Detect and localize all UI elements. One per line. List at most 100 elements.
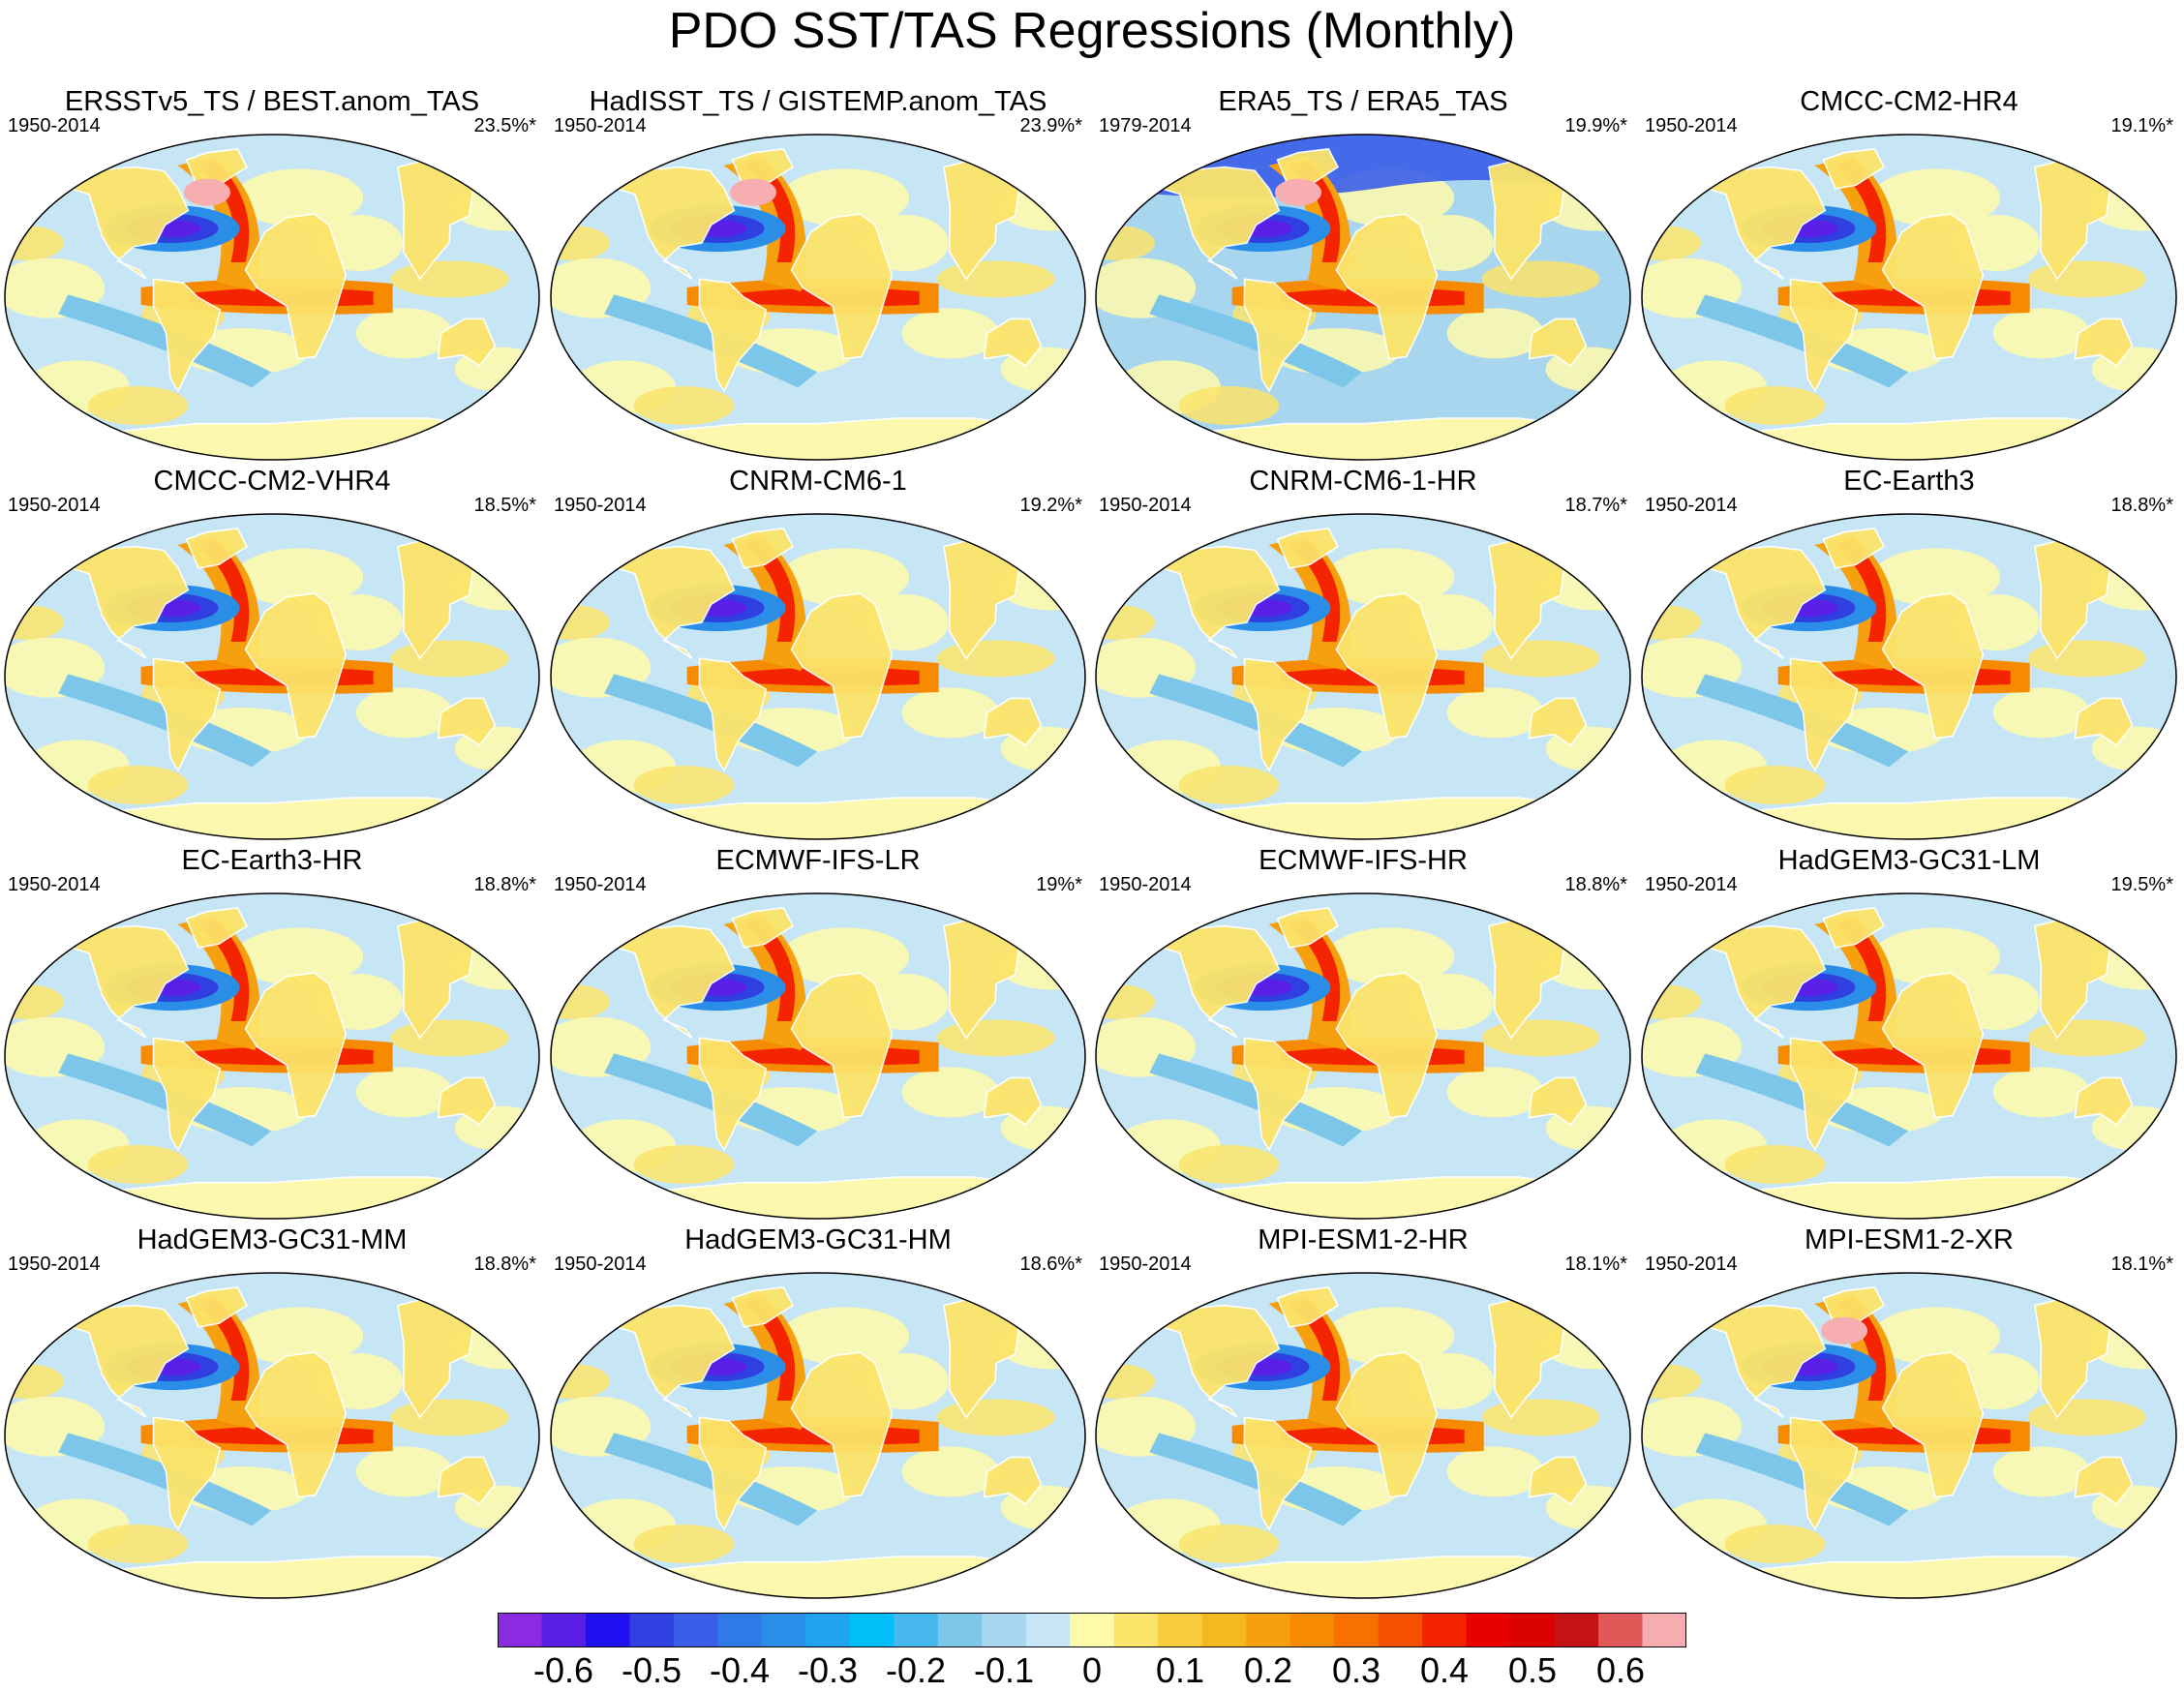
- colorbar-tick-label: -0.2: [885, 1650, 947, 1690]
- cold-band-south: [58, 294, 272, 388]
- warm-coastal-core: [1834, 920, 1887, 1021]
- map-outline: [1641, 513, 2177, 840]
- anomaly-patch: [633, 766, 735, 804]
- panel-period: 1950-2014: [1099, 495, 1192, 516]
- anomaly-patch: [87, 766, 189, 804]
- figure-title: PDO SST/TAS Regressions (Monthly): [668, 3, 1516, 59]
- continent-greenland: [1822, 528, 1886, 569]
- anomaly-patch: [390, 1399, 509, 1436]
- panel-variance: 18.5%*: [473, 495, 537, 516]
- continent-south-america: [1789, 657, 1859, 772]
- warm-max-alaska: [729, 178, 776, 206]
- map-panel: EC-Earth3 1950-2014 18.8%*: [1637, 465, 2181, 844]
- regression-map: [4, 513, 540, 840]
- colorbar-tick-label: 0.4: [1419, 1650, 1470, 1690]
- continent-europe-africa: [1335, 972, 1439, 1119]
- anomaly-patch: [390, 260, 509, 298]
- panel-period: 1950-2014: [554, 874, 647, 895]
- continent-greenland: [731, 528, 795, 569]
- continent-south-america: [1243, 278, 1313, 393]
- panel-variance: 18.1%*: [2110, 1254, 2174, 1275]
- cold-band-south: [1149, 294, 1363, 388]
- colorbar-swatch: [761, 1613, 806, 1647]
- cold-band-south: [1695, 674, 1909, 768]
- regression-map: [1641, 134, 2177, 461]
- colorbar: [498, 1613, 1686, 1647]
- panel-title: ERSSTv5_TS / BEST.anom_TAS: [64, 86, 480, 117]
- colorbar-swatch: [1554, 1613, 1599, 1647]
- continent-south-america: [152, 1037, 222, 1152]
- map-outline: [4, 892, 540, 1220]
- anomaly-patch: [781, 168, 910, 227]
- panel-variance: 18.8%*: [473, 874, 537, 895]
- warm-coastal-core: [197, 1299, 250, 1401]
- regression-map: [1095, 892, 1631, 1220]
- continent-south-america: [698, 657, 768, 772]
- cold-band-south: [604, 674, 818, 768]
- map-panel: EC-Earth3-HR 1950-2014 18.8%*: [0, 844, 544, 1224]
- anomaly-patch: [355, 308, 453, 359]
- continent-europe-africa: [1881, 1351, 1985, 1498]
- anomaly-patch: [1992, 308, 2090, 359]
- anomaly-patch: [1178, 766, 1280, 804]
- colorbar-swatch: [894, 1613, 939, 1647]
- anomaly-patch: [1724, 1145, 1826, 1184]
- map-outline: [1095, 892, 1631, 1220]
- anomaly-patch: [781, 548, 910, 607]
- panel-period: 1950-2014: [1645, 495, 1738, 516]
- colorbar-swatch: [585, 1613, 630, 1647]
- map-outline: [1641, 892, 2177, 1220]
- colorbar-swatch: [1334, 1613, 1380, 1647]
- anomaly-patch: [87, 386, 189, 425]
- anomaly-patch: [1724, 386, 1826, 425]
- warm-coastal-core: [743, 1299, 796, 1401]
- panel-period: 1950-2014: [8, 874, 101, 895]
- continent-north-america: [51, 166, 190, 280]
- map-outline: [1641, 134, 2177, 461]
- anomaly-patch: [235, 548, 364, 607]
- anomaly-patch: [2027, 640, 2146, 678]
- colorbar-swatch: [717, 1613, 763, 1647]
- anomaly-patch: [390, 640, 509, 678]
- colorbar-swatch: [1070, 1613, 1115, 1647]
- colorbar-tick-label: 0.1: [1155, 1650, 1205, 1690]
- colorbar-swatch: [1466, 1613, 1511, 1647]
- anomaly-patch: [2027, 1399, 2146, 1436]
- continent-north-america: [51, 545, 190, 659]
- continent-australia: [2074, 697, 2134, 746]
- panel-title: EC-Earth3-HR: [181, 845, 363, 876]
- colorbar-tick-label: 0.6: [1595, 1650, 1646, 1690]
- colorbar-swatch: [805, 1613, 851, 1647]
- continent-australia: [983, 697, 1043, 746]
- colorbar-tick-label: 0: [1081, 1650, 1103, 1690]
- map-outline: [4, 1272, 540, 1599]
- anomaly-patch: [1992, 1067, 2090, 1118]
- map-outline: [4, 134, 540, 461]
- continent-south-america: [1789, 1416, 1859, 1531]
- regression-map: [1095, 134, 1631, 461]
- panel-title: HadGEM3-GC31-LM: [1777, 845, 2041, 876]
- colorbar-swatch: [1025, 1613, 1071, 1647]
- continent-south-america: [1789, 278, 1859, 393]
- continent-australia: [983, 1076, 1043, 1126]
- panel-variance: 18.1%*: [1564, 1254, 1628, 1275]
- anomaly-patch: [1446, 308, 1544, 359]
- continent-north-america: [1688, 166, 1827, 280]
- continent-south-america: [698, 1416, 768, 1531]
- map-outline: [550, 892, 1086, 1220]
- continent-europe-africa: [790, 972, 894, 1119]
- map-outline: [550, 513, 1086, 840]
- map-panel: CMCC-CM2-HR4 1950-2014 19.1%*: [1637, 85, 2181, 465]
- regression-map: [4, 892, 540, 1220]
- panel-title: ECMWF-IFS-HR: [1259, 845, 1468, 876]
- continent-europe-africa: [244, 213, 348, 360]
- panel-period: 1950-2014: [8, 495, 101, 516]
- anomaly-patch: [1178, 386, 1280, 425]
- map-panel: MPI-ESM1-2-HR 1950-2014 18.1%*: [1091, 1224, 1635, 1603]
- colorbar-swatch: [498, 1613, 542, 1647]
- cold-band-south: [1695, 1433, 1909, 1526]
- continent-south-america: [152, 657, 222, 772]
- panel-variance: 19%*: [1036, 874, 1082, 895]
- continent-greenland: [185, 1286, 249, 1328]
- panel-title: ECMWF-IFS-LR: [715, 845, 921, 876]
